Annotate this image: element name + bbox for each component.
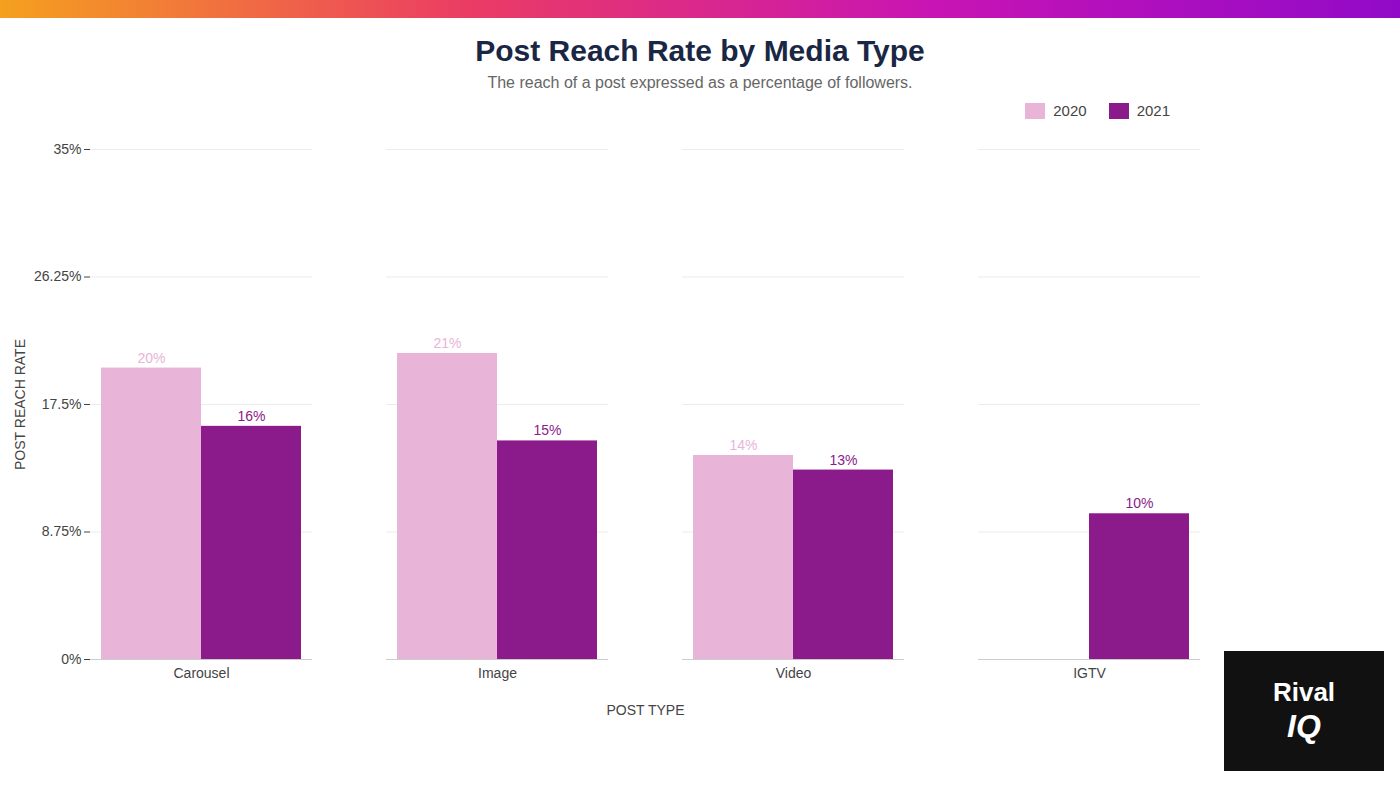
html-text:Rival: Rival [1272,676,1336,707]
svg-text:16%: 16% [237,408,265,424]
svg-text:8.75%: 8.75% [42,523,82,539]
svg-text:20%: 20% [137,350,165,366]
html-text:Post Reach Rate by Media Type: Post Reach Rate by Media Type [475,34,925,67]
svg-text:26.25%: 26.25% [34,268,81,284]
html-text:2021: 2021 [1136,102,1170,119]
svg-text:Carousel: Carousel [173,665,229,681]
svg-text:POST TYPE: POST TYPE [606,702,684,718]
svg-text:10%: 10% [1125,495,1153,511]
svg-text:35%: 35% [53,141,81,157]
html-text:The reach of a post expressed: The reach of a post expressed as a perce… [487,74,913,91]
svg-text:17.5%: 17.5% [42,396,82,412]
svg-text:13%: 13% [829,452,857,468]
html-text:IQ: IQ [1287,707,1321,744]
svg-text:IGTV: IGTV [1073,665,1106,681]
svg-text:POST REACH RATE: POST REACH RATE [12,339,28,470]
svg-text:0%: 0% [61,651,81,667]
svg-text:14%: 14% [729,437,757,453]
svg-text:21%: 21% [433,335,461,351]
html-text:2020: 2020 [1053,102,1087,119]
svg-text:15%: 15% [533,422,561,438]
svg-text:Image: Image [478,665,517,681]
svg-text:Video: Video [776,665,812,681]
